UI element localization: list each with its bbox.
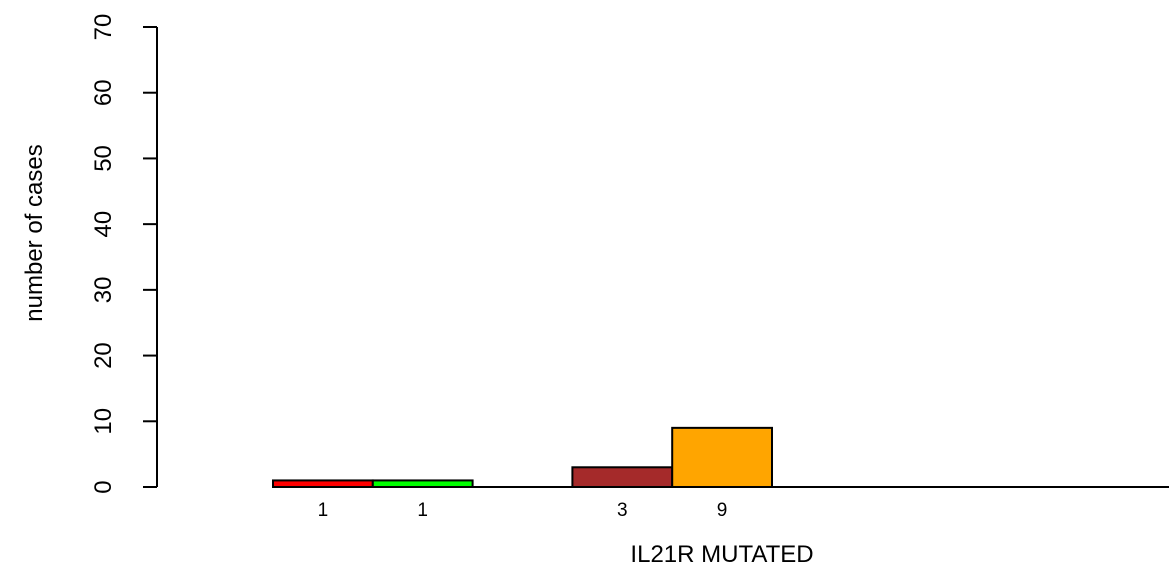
y-tick-label: 50	[90, 145, 117, 172]
x-axis-title: IL21R MUTATED	[630, 541, 813, 568]
bar-count-label: 9	[717, 500, 728, 521]
bar-count-label: 1	[417, 500, 428, 521]
bar	[571, 466, 674, 488]
y-tick-label: 0	[90, 480, 117, 493]
bar-count-label: 1	[318, 500, 329, 521]
bar-count-label: 3	[617, 500, 628, 521]
y-tick-label: 70	[90, 14, 117, 41]
y-tick-label: 60	[90, 79, 117, 106]
y-axis: 0 10 20 30 40 50 60 70	[90, 14, 158, 494]
y-tick-label: 40	[90, 211, 117, 238]
bar-count-labels: 1 1 3 9	[318, 500, 728, 521]
y-tick-label: 10	[90, 408, 117, 435]
y-tick-label: 30	[90, 277, 117, 304]
y-axis-title: number of cases	[21, 144, 48, 321]
y-tick-label: 20	[90, 342, 117, 369]
bars	[272, 426, 774, 489]
bar	[671, 426, 774, 489]
